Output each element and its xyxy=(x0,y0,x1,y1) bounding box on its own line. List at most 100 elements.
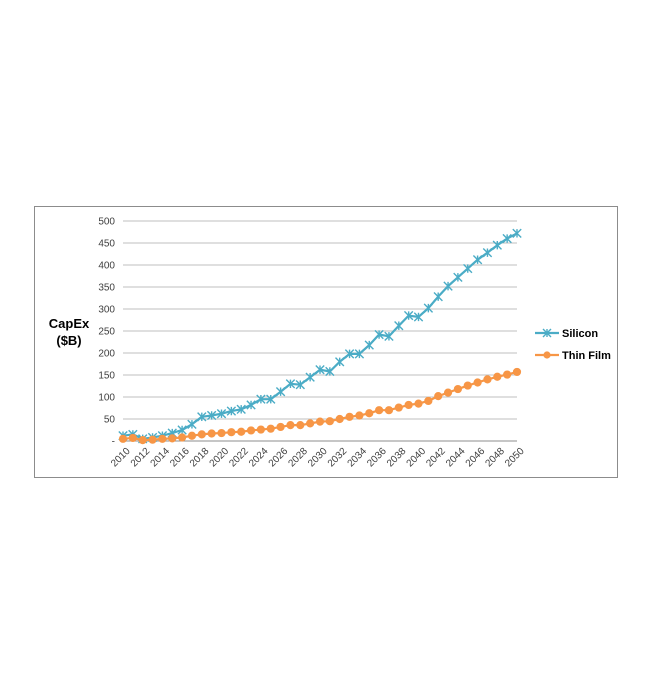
data-point xyxy=(315,365,325,375)
data-point xyxy=(206,410,217,421)
x-tick-label: 2034 xyxy=(346,446,370,470)
y-tick-label: 250 xyxy=(98,327,115,338)
data-point xyxy=(315,417,325,426)
data-point xyxy=(423,303,434,313)
data-point xyxy=(187,419,197,429)
y-tick-label: 300 xyxy=(98,305,115,316)
data-point xyxy=(344,349,355,359)
x-tick-label: 2044 xyxy=(444,446,468,470)
data-point xyxy=(325,417,334,426)
x-tick-label: 2032 xyxy=(326,446,350,470)
data-point xyxy=(443,388,453,397)
data-point xyxy=(295,379,305,390)
data-point xyxy=(227,428,236,437)
legend-label: Thin Film xyxy=(562,350,611,362)
y-tick-labels: - 50 100 150 200 250 300 350 400 450 500 xyxy=(98,217,115,448)
y-tick-label: 350 xyxy=(98,283,115,294)
data-point xyxy=(335,414,344,424)
data-point xyxy=(384,406,394,415)
data-point xyxy=(403,310,414,321)
y-tick-label: 150 xyxy=(98,371,115,382)
x-tick-label: 2048 xyxy=(483,446,507,470)
data-point xyxy=(237,427,246,436)
data-point xyxy=(187,431,197,440)
data-point xyxy=(503,370,512,379)
y-axis-label: CapEx ($B) xyxy=(49,316,90,348)
data-point xyxy=(266,424,275,433)
data-point xyxy=(394,321,404,331)
y-tick-label: - xyxy=(112,437,115,448)
data-point xyxy=(246,426,256,435)
series-lines xyxy=(118,228,522,445)
data-point xyxy=(178,433,187,442)
y-axis-label-line: ($B) xyxy=(56,333,81,348)
y-axis-label-line: CapEx xyxy=(49,316,90,331)
data-point xyxy=(305,372,315,382)
x-tick-label: 2050 xyxy=(503,446,527,470)
data-point xyxy=(138,436,147,445)
data-point xyxy=(433,291,443,302)
legend-marker xyxy=(543,351,551,359)
data-point xyxy=(493,372,502,381)
data-point xyxy=(118,434,128,443)
data-point xyxy=(256,425,265,434)
data-point xyxy=(404,400,413,410)
y-tick-label: 500 xyxy=(98,217,115,228)
data-point xyxy=(275,387,286,397)
gridlines xyxy=(123,220,517,442)
data-point xyxy=(512,228,522,239)
data-point xyxy=(197,412,207,422)
data-point xyxy=(424,396,433,406)
data-point xyxy=(413,312,424,322)
data-point xyxy=(472,255,483,265)
data-point xyxy=(482,247,493,258)
x-tick-label: 2020 xyxy=(208,446,232,470)
data-point xyxy=(463,381,472,390)
x-tick-label: 2012 xyxy=(129,446,153,470)
data-point xyxy=(453,384,462,394)
x-tick-label: 2016 xyxy=(168,446,192,470)
x-tick-label: 2038 xyxy=(385,446,409,470)
x-tick-labels: 2010201220142016201820202022202420262028… xyxy=(109,446,527,470)
data-point xyxy=(177,425,187,435)
data-point xyxy=(197,430,206,439)
data-point xyxy=(463,263,473,274)
y-tick-label: 50 xyxy=(104,415,116,426)
legend: Silicon Thin Film xyxy=(535,328,611,362)
data-point xyxy=(384,331,394,341)
data-point xyxy=(453,272,463,283)
x-tick-label: 2022 xyxy=(227,446,251,470)
data-point xyxy=(483,375,492,384)
data-point xyxy=(216,409,227,419)
data-point xyxy=(266,394,276,404)
data-point xyxy=(226,406,237,416)
x-tick-label: 2014 xyxy=(149,446,173,470)
series-line-0 xyxy=(122,232,518,440)
data-point xyxy=(354,349,365,359)
chart-frame: -50 100 150 200 250 300 350 400 450 500 2010 2012 2… xyxy=(34,206,618,478)
data-point xyxy=(512,367,522,377)
y-tick-label: 450 xyxy=(98,239,115,250)
x-tick-label: 2028 xyxy=(286,446,310,470)
data-point xyxy=(296,421,305,430)
data-point xyxy=(473,378,482,387)
data-point xyxy=(217,428,226,438)
data-point xyxy=(246,400,256,410)
y-tick-label: 100 xyxy=(98,393,115,404)
data-point xyxy=(434,392,443,401)
data-point xyxy=(345,412,354,421)
x-tick-label: 2036 xyxy=(365,446,389,470)
data-point xyxy=(207,429,216,438)
data-point xyxy=(364,340,374,350)
data-point xyxy=(365,409,374,418)
data-point xyxy=(168,434,177,443)
x-tick-label: 2010 xyxy=(109,446,133,470)
y-tick-label: 400 xyxy=(98,261,115,272)
data-point xyxy=(502,233,512,244)
x-tick-label: 2046 xyxy=(464,446,488,470)
data-point xyxy=(335,357,345,367)
y-tick-label: 200 xyxy=(98,349,115,360)
data-point xyxy=(394,403,403,412)
data-point xyxy=(256,394,266,404)
